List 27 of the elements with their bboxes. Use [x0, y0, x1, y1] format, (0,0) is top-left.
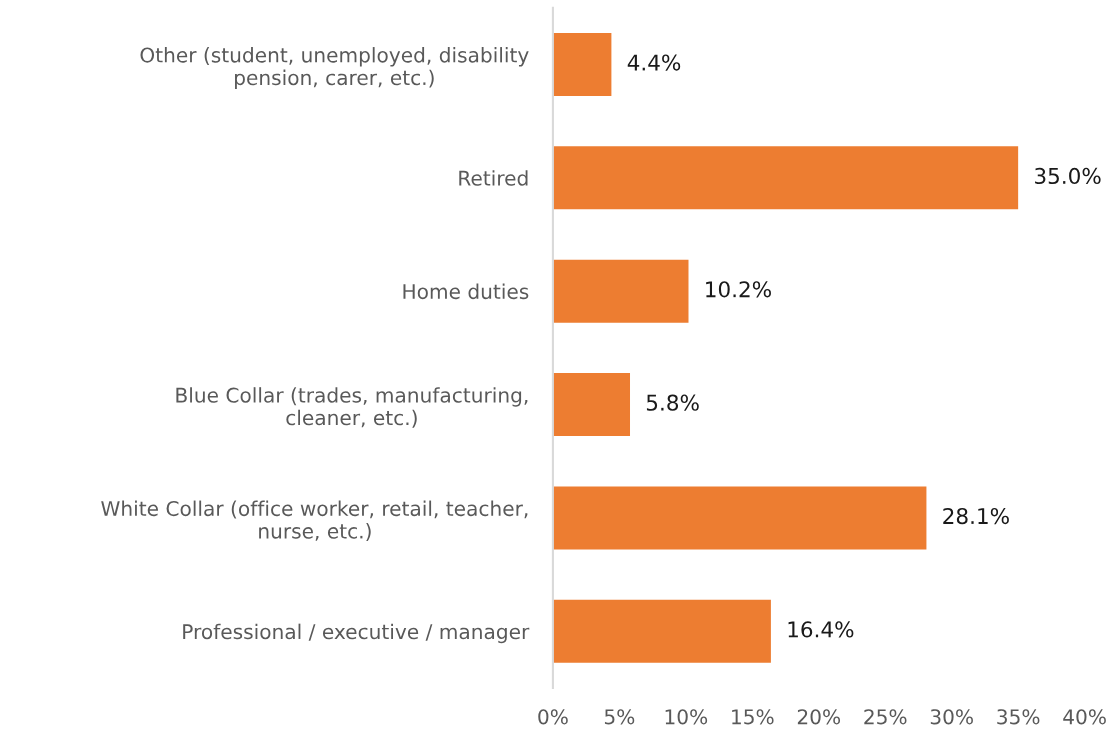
y-tick-label: Other (student, unemployed, disability pension, carer, etc.)	[140, 47, 529, 90]
bar	[552, 373, 631, 437]
bar	[552, 486, 927, 550]
x-tick-label: 30%	[930, 709, 973, 725]
x-tick-label: 5%	[604, 709, 635, 725]
bar	[552, 32, 612, 96]
bar	[552, 599, 771, 663]
x-tick-label: 0%	[538, 709, 568, 725]
x-tick-label: 20%	[797, 709, 841, 725]
x-tick-label: 15%	[732, 709, 774, 725]
data-label: 16.4%	[788, 621, 854, 638]
data-label: 10.2%	[706, 281, 771, 298]
y-tick-label: Blue Collar (trades, manufacturing, cleaner, etc.)	[176, 387, 528, 428]
data-label: 5.8%	[646, 394, 699, 411]
x-tick-label: 35%	[997, 709, 1040, 725]
x-tick-label: 40%	[1063, 709, 1106, 725]
data-label: 28.1%	[943, 507, 1009, 525]
data-label: 4.4%	[627, 54, 681, 71]
bar	[552, 146, 1019, 210]
x-tick-label: 10%	[665, 709, 708, 725]
bar	[552, 259, 689, 323]
data-label: 35.0%	[1035, 167, 1101, 185]
y-tick-label: White Collar (office worker, retail, teacher, nurse, etc.)	[101, 500, 528, 542]
y-tick-label: Professional / executive / manager	[183, 623, 530, 644]
y-tick-label: Home duties	[403, 283, 529, 300]
y-tick-label: Retired	[459, 170, 528, 186]
x-tick-label: 25%	[864, 709, 907, 725]
